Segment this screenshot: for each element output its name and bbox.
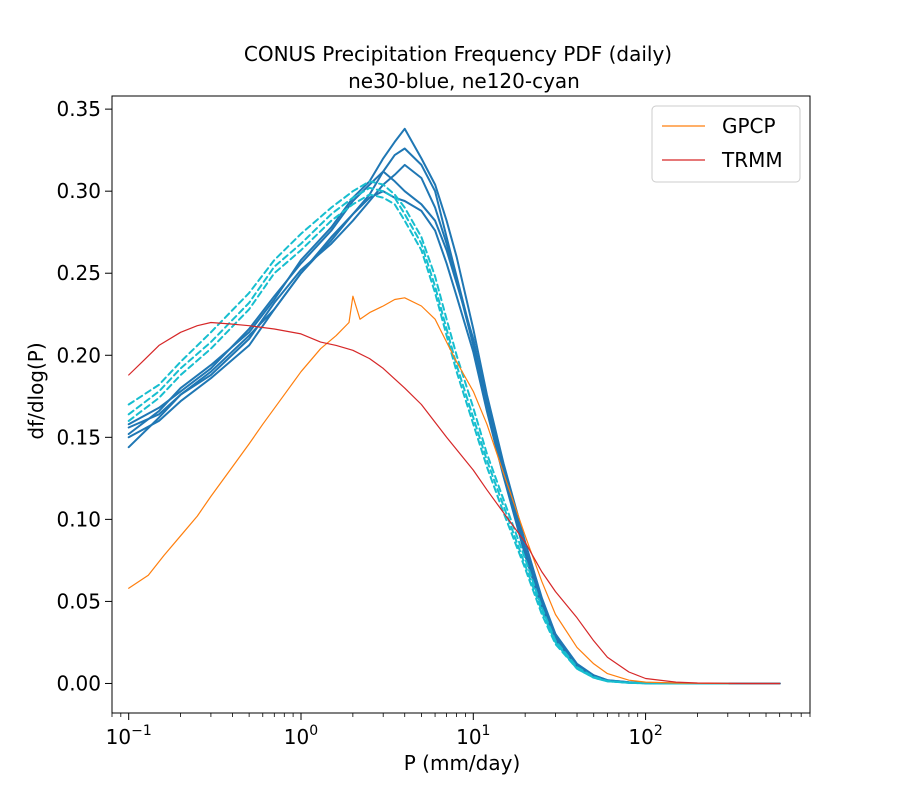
series-line-gpcp bbox=[128, 295, 781, 685]
x-tick-label: 10−1 bbox=[106, 723, 152, 749]
y-tick-label: 0.35 bbox=[56, 97, 101, 121]
x-tick-label: 101 bbox=[456, 723, 490, 749]
series-line-ne30-run-5 bbox=[127, 163, 781, 685]
x-tick-label: 102 bbox=[628, 723, 662, 749]
x-axis-ticks: 10−1 100 101 102 bbox=[106, 713, 811, 749]
legend-label-trmm: TRMM bbox=[721, 148, 783, 172]
plot-frame bbox=[111, 95, 811, 714]
series-line-ne30-run-1 bbox=[127, 147, 781, 685]
series-line-trmm bbox=[128, 321, 781, 685]
legend-box bbox=[651, 105, 801, 183]
series-line-ne120-run-2 bbox=[127, 186, 729, 685]
x-tick-label: 100 bbox=[284, 723, 318, 749]
y-axis-label: df/dlog(P) bbox=[24, 342, 48, 439]
y-tick-label: 0.05 bbox=[56, 589, 101, 613]
chart-subtitle: ne30-blue, ne120-cyan bbox=[348, 69, 580, 93]
y-tick-label: 0.00 bbox=[56, 671, 101, 695]
plot-lines bbox=[127, 127, 781, 685]
y-tick-label: 0.25 bbox=[56, 261, 101, 285]
x-axis-label: P (mm/day) bbox=[404, 751, 521, 775]
y-tick-label: 0.15 bbox=[56, 425, 101, 449]
legend-label-gpcp: GPCP bbox=[722, 114, 776, 138]
chart-title: CONUS Precipitation Frequency PDF (daily… bbox=[244, 42, 672, 66]
y-tick-label: 0.20 bbox=[56, 343, 101, 367]
series-line-ne120-run-1 bbox=[127, 180, 729, 685]
series-line-ne30-run-2 bbox=[127, 127, 781, 685]
y-tick-label: 0.30 bbox=[56, 179, 101, 203]
series-line-ne120-run-3 bbox=[127, 193, 729, 685]
legend: GPCP TRMM bbox=[651, 105, 801, 183]
y-tick-label: 0.10 bbox=[56, 507, 101, 531]
y-axis-ticks: 0.00 0.05 0.10 0.15 0.20 0.25 0.30 0.35 bbox=[56, 97, 112, 695]
